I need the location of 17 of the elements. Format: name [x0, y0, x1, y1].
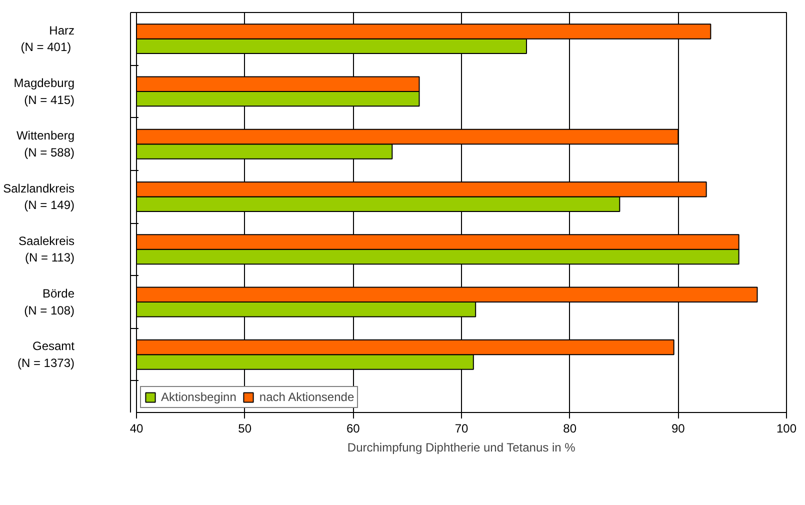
- x-tick-label: 70: [454, 422, 468, 436]
- y-tick-label: Magdeburg (N = 415): [14, 76, 75, 107]
- y-tick-label: Salzlandkreis (N = 149): [3, 181, 75, 212]
- y-tick-label: Gesamt (N = 1373): [17, 339, 76, 370]
- x-tick-label: 100: [776, 422, 797, 436]
- x-tick-label: 90: [671, 422, 686, 436]
- y-tick-label: Börde (N = 108): [24, 286, 75, 318]
- x-tick-label: 50: [238, 422, 252, 436]
- x-axis-title: Durchimpfung Diphtherie und Tetanus in %: [347, 440, 576, 454]
- x-tick-label: 60: [346, 422, 360, 436]
- y-tick-label: Wittenberg (N = 588): [16, 128, 75, 160]
- x-tick-label: 80: [563, 422, 577, 436]
- y-tick-label: Saalekreis (N = 113): [18, 234, 75, 265]
- x-tick-label: 40: [130, 422, 144, 436]
- legend-label: nach Aktionsende: [259, 390, 354, 404]
- y-tick-label: Harz (N = 401): [20, 23, 75, 54]
- legend-label: Aktionsbeginn: [161, 390, 236, 404]
